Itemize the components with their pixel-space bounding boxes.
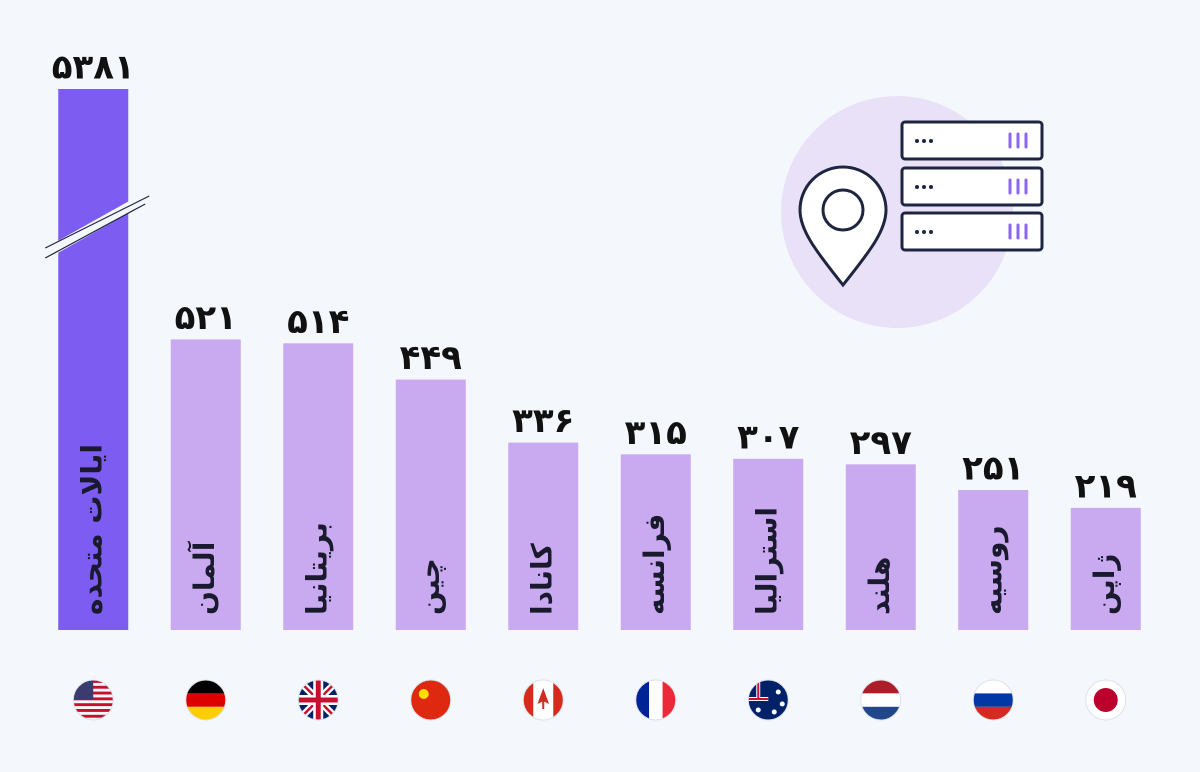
flag-border [1085,679,1127,721]
flag-icon [747,679,789,721]
flag-part [860,706,901,720]
bar [958,490,1029,630]
flag-icon [297,679,339,721]
flag-border [635,679,677,721]
flag-part [973,680,1014,694]
value-label: ۳۰۷ [737,417,800,457]
flag [860,680,901,720]
category-label: روسیه [975,526,1008,615]
flag-part [553,680,564,720]
flag [410,680,451,720]
value-label: ۵۳۸۱ [52,48,135,88]
flag-icon [185,679,227,721]
flag-part [860,680,901,694]
flag-icon [860,679,902,721]
flag-part [662,680,676,720]
bar [395,379,466,630]
flag-part [185,706,226,720]
flag-part [775,689,781,695]
flag [298,680,339,720]
value-label: ۲۹۷ [850,423,913,463]
bar [620,454,691,630]
flag-border [522,679,564,721]
bar [1070,507,1141,630]
flag-part [973,706,1014,720]
flag-part [537,688,550,709]
flag-icon [410,679,452,721]
flag-border [747,679,789,721]
category-label: بریتانیا [300,522,333,615]
flag [973,680,1014,720]
flag [185,680,226,720]
flag [523,680,564,720]
flag-part [635,680,650,720]
category-label: ایالات متحده [75,444,108,615]
flag-part [649,680,663,720]
flag-border [297,679,339,721]
value-label: ۲۱۹ [1075,466,1138,506]
flag-part [73,703,114,707]
category-label: ژاپن [1088,554,1121,615]
bar [170,339,241,630]
axis-break-line [44,195,150,259]
flag-border [972,679,1014,721]
category-label: چین [413,558,446,615]
bar [733,458,804,630]
flag-part [973,693,1014,707]
flag-part [298,680,339,720]
flag-part [755,707,761,713]
flag-part [73,709,114,712]
flag [1085,680,1126,720]
flag-icon [635,679,677,721]
flag-part [185,693,226,707]
flag-part [748,680,769,700]
value-label: ۵۲۱ [175,298,237,338]
server-illustration [781,96,1044,328]
bar [58,89,129,630]
flag-border [860,679,902,721]
bar [508,442,579,630]
category-label: فرانسه [638,514,671,615]
flag-border [72,679,114,721]
flag-part [410,680,451,720]
value-label: ۳۳۶ [512,401,574,441]
flag-icon [1085,679,1127,721]
flag [748,680,789,720]
plot-area [58,89,1141,630]
bar [283,343,354,630]
flag-border [410,679,452,721]
value-label: ۲۵۱ [962,449,1024,489]
flag-icon [72,679,114,721]
flag-icon [522,679,564,721]
category-label: استرالیا [750,507,783,615]
flag-part [523,680,534,720]
value-label: ۴۴۹ [400,338,463,378]
labels: ۵۳۸۱ ایالات متحده ۵۲۱ آلمان ۵۱۴ بریتانیا ۴۴۹ چی… [44,48,1138,721]
flag-part [779,701,785,707]
value-label: ۳۱۵ [625,413,687,453]
category-label: هلند [863,557,896,615]
flag-part [860,693,901,707]
category-label: کانادا [525,542,558,615]
flag-part [185,680,226,694]
flag-icon [972,679,1014,721]
category-label: آلمان [187,540,221,615]
flag-part [418,689,429,699]
flag [635,680,676,720]
flag-part [771,709,777,715]
axis-break [45,192,146,260]
flag-part [73,714,114,718]
flag-border [185,679,227,721]
bar [845,464,916,630]
value-label: ۵۱۴ [287,302,349,342]
flag-part [1093,688,1118,712]
